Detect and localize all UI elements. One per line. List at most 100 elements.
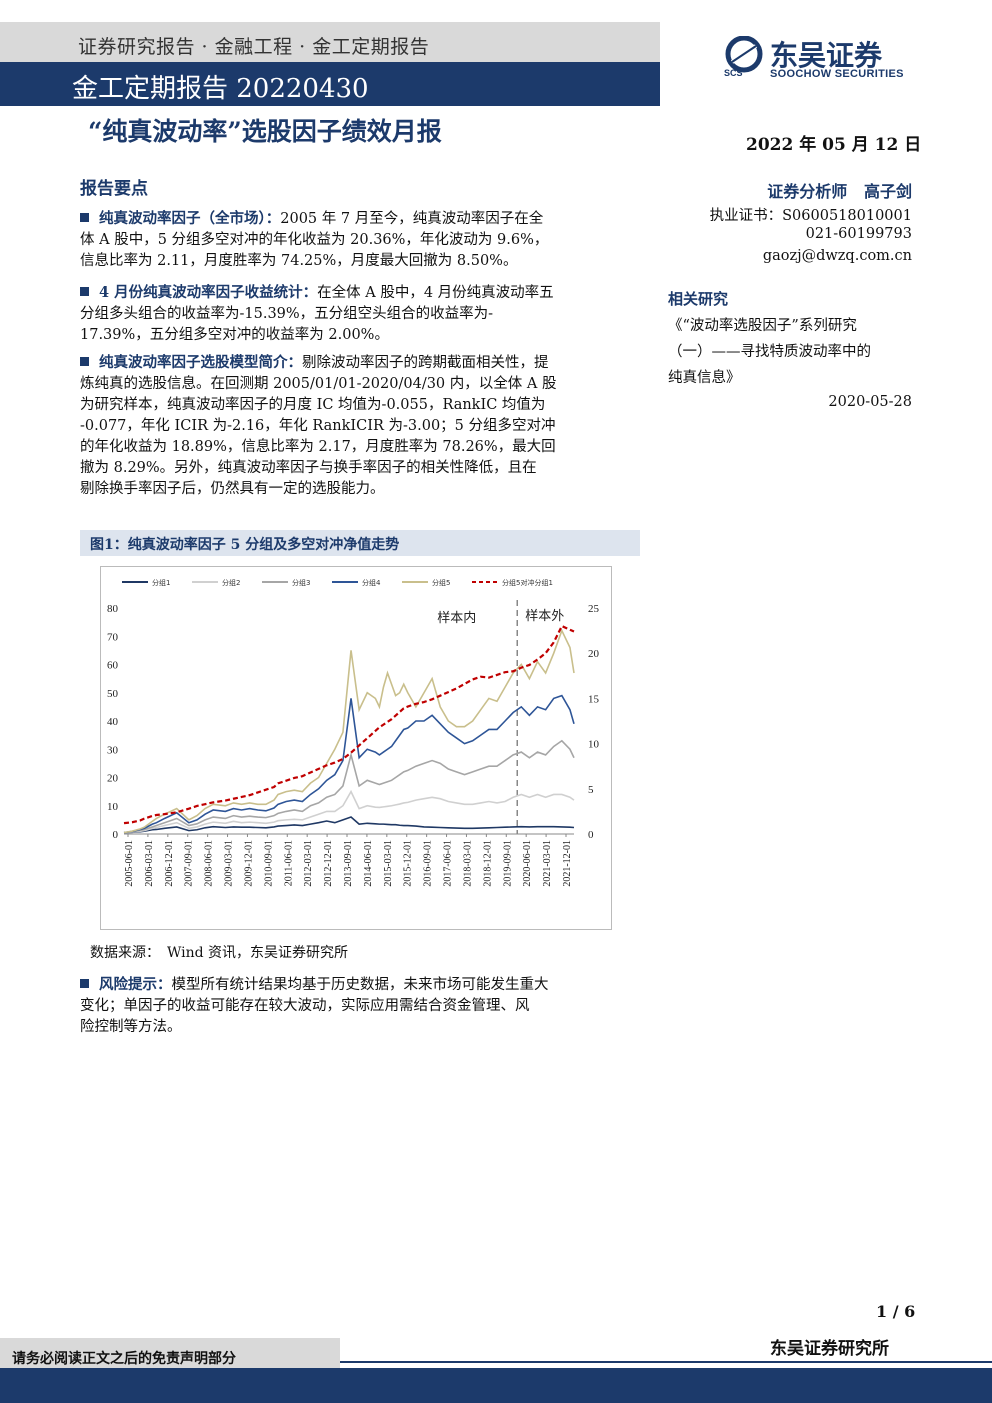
key-point-text: 的年化收益为 18.89%，信息比率为 2.17，月度胜率为 78.26%，最大… <box>80 439 556 455</box>
y-left-tick-label: 70 <box>107 631 119 643</box>
brand-mark: SCS <box>724 68 743 78</box>
legend-label: 分组2 <box>222 578 240 587</box>
analyst-license: 执业证书：S0600518010001 <box>709 208 912 224</box>
y-right-tick-label: 15 <box>588 693 600 705</box>
key-point-1: 纯真波动率因子（全市场）：2005 年 7 月至今，纯真波动率因子在全 体 A … <box>80 208 640 272</box>
x-tick-label: 2021-03-01 <box>542 840 553 887</box>
key-point-text: 信息比率为 2.11，月度胜率为 74.25%，月度最大回撤为 8.50%。 <box>80 253 518 269</box>
x-tick-label: 2006-12-01 <box>164 840 175 887</box>
key-point-text: 为研究样本，纯真波动率因子的月度 IC 均值为-0.055，RankIC 均值为 <box>80 397 546 413</box>
key-point-text: 分组多头组合的收益率为-15.39%，五分组空头组合的收益率为- <box>80 306 494 322</box>
analyst-phone: 021-60199793 <box>805 226 912 242</box>
report-type: 金工定期报告 20220430 <box>72 74 369 104</box>
x-tick-label: 2015-03-01 <box>383 840 394 887</box>
key-point-3: 纯真波动率因子选股模型简介：剔除波动率因子的跨期截面相关性，提 炼纯真的选股信息… <box>80 352 640 500</box>
legend-label: 分组5 <box>432 578 450 587</box>
related-heading: 相关研究 <box>668 290 729 308</box>
y-left-tick-label: 20 <box>107 773 119 785</box>
figure-source: 数据来源： Wind 资讯，东吴证券研究所 <box>90 945 349 961</box>
bullet-square-icon <box>80 357 89 366</box>
x-tick-label: 2018-12-01 <box>482 840 493 887</box>
series-line-2 <box>123 789 575 834</box>
related-line-2[interactable]: （一）——寻找特质波动率中的 <box>668 344 871 360</box>
key-point-text: 2005 年 7 月至今，纯真波动率因子在全 <box>280 211 544 227</box>
y-left-tick-label: 0 <box>113 829 119 841</box>
bullet-square-icon <box>80 287 89 296</box>
y-left-tick-label: 50 <box>107 688 119 700</box>
breadcrumb: 证券研究报告 · 金融工程 · 金工定期报告 <box>78 36 430 58</box>
y-right-tick-label: 10 <box>588 739 600 751</box>
footer-band <box>0 1338 992 1403</box>
x-tick-label: 2010-09-01 <box>263 840 274 887</box>
analyst-name: 高子剑 <box>863 182 912 201</box>
y-left-tick-label: 80 <box>107 603 119 615</box>
report-title: “纯真波动率”选股因子绩效月报 <box>88 117 442 146</box>
report-type-band <box>0 62 660 106</box>
brand-name-en: SOOCHOW SECURITIES <box>770 68 904 80</box>
annotation-in-sample: 样本内 <box>437 610 476 626</box>
brand-name: 东吴证券 <box>770 39 883 72</box>
x-tick-label: 2009-12-01 <box>243 840 254 887</box>
header-breadcrumb-band <box>0 22 660 62</box>
related-date: 2020-05-28 <box>828 394 912 410</box>
risk-lead: 风险提示： <box>99 976 172 993</box>
x-tick-label: 2020-06-01 <box>522 840 533 887</box>
series-line-6 <box>123 624 575 825</box>
x-tick-label: 2008-06-01 <box>204 840 215 887</box>
y-right-tick-label: 0 <box>588 829 594 841</box>
x-tick-label: 2016-09-01 <box>423 840 434 887</box>
x-tick-label: 2007-09-01 <box>184 840 195 887</box>
series-line-4 <box>123 694 575 834</box>
series-line-1 <box>123 816 575 834</box>
key-point-text: 17.39%，五分组多空对冲的收益率为 2.00%。 <box>80 327 389 343</box>
key-point-lead: 纯真波动率因子选股模型简介： <box>99 354 302 371</box>
net-value-chart: 分组1 分组2 分组3 分组4 分组5 分组5对冲分组1 0 10 20 30 40 50 60 70 80… <box>107 578 600 887</box>
key-point-lead: 4 月份纯真波动率因子收益统计： <box>99 284 318 301</box>
x-tick-label: 2013-09-01 <box>343 840 354 887</box>
bullet-square-icon <box>80 979 89 988</box>
report-date: 2022 年 05 月 12 日 <box>746 135 922 155</box>
x-tick-label: 2006-03-01 <box>144 840 155 887</box>
key-point-text: 体 A 股中，5 分组多空对冲的年化收益为 20.36%，年化波动为 9.6%， <box>80 232 549 248</box>
risk-text: 险控制等方法。 <box>80 1019 182 1035</box>
x-tick-label: 2021-12-01 <box>562 840 573 887</box>
legend-label: 分组5对冲分组1 <box>502 578 553 587</box>
x-tick-label: 2017-06-01 <box>443 840 454 887</box>
page-number: 1 / 6 <box>876 1302 916 1321</box>
key-points-heading: 报告要点 <box>80 179 148 199</box>
y-right-tick-label: 20 <box>588 648 600 660</box>
key-point-text: 剔除波动率因子的跨期截面相关性，提 <box>302 355 549 371</box>
x-tick-label: 2019-09-01 <box>502 840 513 887</box>
risk-text: 模型所有统计结果均基于历史数据，未来市场可能发生重大 <box>171 977 549 993</box>
x-tick-label: 2009-03-01 <box>224 840 235 887</box>
risk-text: 变化；单因子的收益可能存在较大波动，实际应用需结合资金管理、风 <box>80 998 530 1014</box>
x-tick-label: 2014-06-01 <box>363 840 374 887</box>
related-line-1[interactable]: 《“波动率选股因子”系列研究 <box>668 318 857 334</box>
y-right-tick-label: 25 <box>588 603 600 615</box>
related-line-3[interactable]: 纯真信息》 <box>668 370 741 386</box>
key-point-lead: 纯真波动率因子（全市场）： <box>99 210 281 227</box>
analyst-email[interactable]: gaozj@dwzq.com.cn <box>762 248 912 264</box>
x-tick-label: 2012-03-01 <box>303 840 314 887</box>
risk-note: 风险提示：模型所有统计结果均基于历史数据，未来市场可能发生重大 变化；单因子的收… <box>80 974 640 1038</box>
annotation-out-sample: 样本外 <box>525 609 564 624</box>
disclaimer-note[interactable]: 请务必阅读正文之后的免责声明部分 <box>12 1351 236 1367</box>
legend-label: 分组1 <box>152 578 170 587</box>
y-left-tick-label: 30 <box>107 744 119 756</box>
legend-label: 分组3 <box>292 578 310 587</box>
key-point-text: 撤为 8.29%。另外，纯真波动率因子与换手率因子的相关性降低，且在 <box>80 460 537 476</box>
legend-label: 分组4 <box>362 578 381 587</box>
bullet-square-icon <box>80 213 89 222</box>
y-left-tick-label: 60 <box>107 660 119 672</box>
y-left-tick-label: 10 <box>107 801 119 813</box>
y-left-tick-label: 40 <box>107 716 119 728</box>
key-point-text: -0.077，年化 ICIR 为-2.16，年化 RankICIR 为-3.00… <box>80 418 556 434</box>
brand-logo-icon <box>725 36 763 73</box>
x-tick-label: 2011-06-01 <box>283 840 294 886</box>
key-point-2: 4 月份纯真波动率因子收益统计：在全体 A 股中，4 月份纯真波动率五 分组多头… <box>80 282 640 346</box>
x-tick-label: 2018-03-01 <box>462 840 473 887</box>
figure-caption-band <box>80 530 640 556</box>
x-tick-label: 2012-12-01 <box>323 840 334 887</box>
footer-org: 东吴证券研究所 <box>770 1339 889 1359</box>
key-point-text: 剔除换手率因子后，仍然具有一定的选股能力。 <box>80 481 385 497</box>
